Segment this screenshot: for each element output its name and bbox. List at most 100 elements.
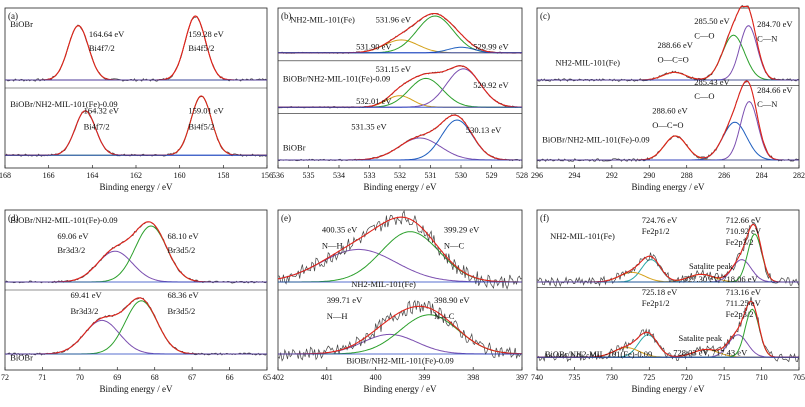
peak-annotation: Fe2p1/2 (642, 226, 670, 236)
x-tick-label: 533 (364, 171, 376, 180)
peak-annotation: 288.60 eV (652, 106, 688, 116)
peak-annotation: Br3d5/2 (167, 245, 195, 255)
x-axis-label: Binding energy / eV (631, 182, 705, 192)
sample-label: BiOBr/NH2-MIL-101(Fe)-0.09 (542, 134, 649, 144)
fitted-envelope (278, 114, 522, 161)
panel-label: (c) (540, 11, 550, 21)
peak-annotation: Bi4f5/2 (188, 122, 214, 132)
peak-annotation: 69.06 eV (57, 231, 89, 241)
x-tick-label: 529 (486, 171, 498, 180)
peak-annotation: 69.41 eV (71, 290, 103, 300)
peak-annotation: 68.10 eV (167, 231, 199, 241)
fit-component (278, 231, 522, 283)
peak-annotation: Br3d3/2 (57, 245, 85, 255)
peak-annotation: 164.64 eV (89, 29, 125, 39)
peak-annotation: 725.18 eV (642, 287, 678, 297)
peak-annotation: 531.96 eV (376, 14, 412, 24)
peak-annotation: Satalite peak (689, 261, 733, 271)
sample-label: BiOBr (283, 142, 306, 152)
x-tick-label: 72 (1, 373, 9, 382)
peak-annotation: 164.32 eV (84, 106, 120, 116)
peak-annotation: Fe2p3/2 (726, 237, 754, 247)
x-tick-label: 69 (113, 373, 121, 382)
fit-component (5, 300, 267, 355)
x-tick-label: 162 (130, 171, 142, 180)
x-axis-label: Binding energy / eV (363, 384, 437, 394)
plot-frame (536, 7, 800, 169)
x-tick-label: 164 (86, 171, 98, 180)
peak-annotation: 724.76 eV (642, 215, 678, 225)
peak-annotation: 531.15 eV (376, 64, 412, 74)
x-tick-label: 70 (76, 373, 84, 382)
raw-spectrum (277, 299, 523, 362)
x-tick-label: 282 (793, 171, 805, 180)
raw-spectrum (277, 209, 523, 290)
peak-annotation: N—H (327, 311, 348, 321)
peak-annotation: N—C (444, 240, 465, 250)
panel-label: (d) (8, 213, 19, 223)
x-tick-label: 536 (272, 171, 284, 180)
fit-component (5, 15, 267, 81)
x-tick-label: 710 (756, 373, 768, 382)
panel-1: (a) 168 166 164 162 160 158 156 Binding energy /… (0, 7, 273, 192)
plot-frame (536, 209, 800, 371)
peak-annotation: 529.92 eV (473, 80, 509, 90)
peak-annotation: O—C=O (658, 54, 689, 64)
peak-annotation: Satalite peak (678, 333, 722, 343)
raw-spectrum (536, 221, 800, 288)
x-tick-label: 735 (568, 373, 580, 382)
panel-label: (b) (281, 11, 292, 21)
peak-annotation: Br3d3/2 (71, 306, 99, 316)
x-tick-label: 296 (531, 171, 543, 180)
panel-2: (b) 536 535 534 533 532 531 530 529 528 Binding en… (272, 7, 528, 192)
x-axis-label: Binding energy / eV (99, 182, 173, 192)
sample-label: BiOBr (10, 352, 33, 362)
peak-annotation: Bi4f7/2 (89, 43, 115, 53)
x-tick-label: 160 (174, 171, 186, 180)
x-tick-label: 288 (681, 171, 693, 180)
peak-annotation: 712.66 eV (726, 215, 762, 225)
fit-component (278, 95, 522, 108)
x-tick-label: 294 (568, 171, 580, 180)
sample-label: NH2-MIL-101(Fe) (290, 14, 355, 24)
peak-annotation: N—H (322, 240, 343, 250)
fitted-envelope (5, 221, 267, 283)
x-tick-label: 531 (425, 171, 437, 180)
peak-annotation: 529.99 eV (473, 42, 509, 52)
fitted-envelope (278, 305, 523, 355)
peak-annotation: 400.35 eV (322, 224, 358, 234)
sample-label: BiOBr/NH2-MIL-101(Fe)-0.09 (10, 99, 117, 109)
peak-annotation: 159.28 eV (188, 29, 224, 39)
fit-component (5, 25, 267, 81)
x-axis-label: Binding energy / eV (99, 384, 173, 394)
peak-annotation: C—N (757, 34, 777, 44)
peak-annotation: 727.30 eV, 718.06 eV (684, 274, 759, 284)
x-tick-label: 290 (643, 171, 655, 180)
peak-annotation: 285.43 eV (694, 77, 730, 87)
x-tick-label: 65 (263, 373, 271, 382)
panel-label: (e) (281, 213, 291, 223)
x-tick-label: 715 (718, 373, 730, 382)
x-tick-label: 166 (43, 171, 55, 180)
x-tick-label: 286 (718, 171, 730, 180)
peak-annotation: Fe2p1/2 (642, 298, 670, 308)
x-axis-label: Binding energy / eV (363, 182, 437, 192)
peak-annotation: N—C (434, 311, 455, 321)
x-tick-label: 401 (321, 373, 333, 382)
sample-label: NH2-MIL-101(Fe) (351, 279, 416, 289)
fit-component (5, 225, 267, 283)
peak-annotation: Fe2p3/2 (726, 309, 754, 319)
x-tick-label: 720 (681, 373, 693, 382)
fit-component (5, 250, 267, 283)
x-tick-label: 284 (756, 171, 768, 180)
panel-3: (c) 296 294 292 290 288 286 284 282 Binding energ… (531, 4, 805, 192)
panel-6: (f) 740 735 730 725 720 715 710 705 Binding energ… (531, 209, 805, 394)
fitted-envelope (277, 216, 522, 283)
sample-label: NH2-MIL-101(Fe) (550, 231, 615, 241)
peak-annotation: Br3d5/2 (167, 306, 195, 316)
x-tick-label: 400 (370, 373, 382, 382)
x-tick-label: 705 (793, 373, 805, 382)
sample-label: BiOBr/NH2-MIL-101(Fe)-0.09 (545, 349, 652, 359)
fit-component (5, 319, 267, 355)
